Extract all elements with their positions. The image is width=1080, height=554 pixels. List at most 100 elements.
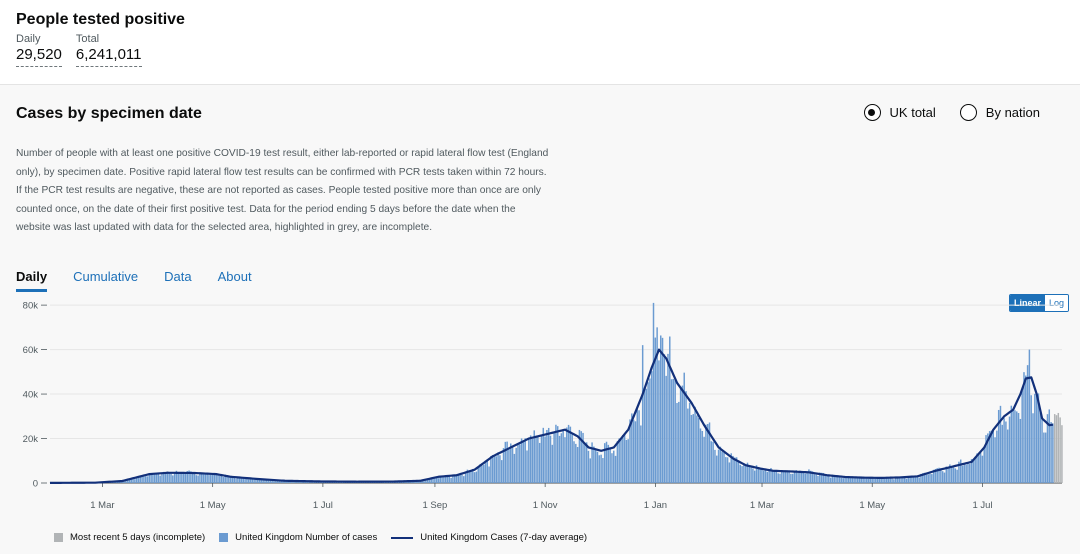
cases-bar	[255, 479, 257, 483]
cases-bar	[515, 447, 517, 483]
cases-bar	[134, 479, 136, 483]
cases-bar	[560, 433, 563, 483]
cases-bar	[985, 435, 987, 483]
cases-bar	[936, 468, 938, 483]
cases-bar	[587, 450, 590, 483]
cases-bar	[808, 469, 810, 483]
cases-bar	[123, 480, 125, 483]
total-metric[interactable]: Total 6,241,011	[75, 33, 142, 67]
cases-bar	[880, 478, 882, 483]
cases-bar	[177, 473, 179, 483]
cases-bar	[931, 474, 933, 483]
cases-bar	[504, 441, 507, 483]
cases-bar	[1008, 416, 1011, 483]
cases-bar	[1046, 414, 1049, 483]
cases-bar	[838, 476, 841, 483]
cases-bar	[164, 472, 167, 483]
cases-bar	[670, 379, 673, 483]
cases-bar	[490, 456, 492, 483]
cases-bar	[625, 439, 628, 483]
total-value[interactable]: 6,241,011	[75, 45, 142, 67]
cases-bar	[179, 473, 181, 483]
cases-bar	[622, 435, 624, 483]
cases-bar	[876, 477, 879, 483]
cases-bar	[219, 475, 221, 483]
cases-bar	[549, 435, 552, 483]
cases-bar	[453, 474, 456, 483]
cases-bar	[603, 443, 606, 483]
cases-bar	[229, 477, 232, 483]
cases-bar	[878, 477, 881, 483]
cases-bar	[121, 481, 123, 483]
cases-bar	[730, 453, 732, 483]
cases-bar	[425, 480, 427, 483]
x-tick-label: 1 Nov	[533, 500, 558, 511]
y-tick-label: 20k	[23, 434, 39, 445]
tab-cumulative[interactable]: Cumulative	[73, 269, 139, 284]
x-tick-label: 1 Jul	[972, 500, 992, 511]
cases-bar	[484, 460, 487, 483]
cases-bar	[788, 472, 790, 483]
cases-bar	[217, 474, 219, 483]
tab-data[interactable]: Data	[164, 269, 192, 284]
cases-bar	[1037, 393, 1040, 483]
scale-linear-button[interactable]: Linear	[1009, 295, 1045, 311]
daily-metric[interactable]: Daily 29,520	[16, 33, 62, 67]
cases-bar	[508, 448, 510, 483]
scale-log-button[interactable]: Log	[1044, 295, 1068, 311]
cases-bar	[482, 464, 485, 483]
cases-bar	[513, 453, 516, 483]
cases-bar	[896, 476, 899, 483]
cases-bar	[184, 473, 187, 483]
cases-chart[interactable]: 0 20k 40k 60k 80k 1 Mar 1 May 1 Jul 1 Sep 1 Nov 1 …	[0, 85, 1080, 554]
cases-bar	[856, 477, 859, 483]
radio-checked-icon[interactable]	[863, 104, 881, 121]
cases-bar	[804, 473, 807, 483]
cases-bar	[647, 382, 649, 483]
legend-cases-label: United Kingdom Number of cases	[235, 532, 378, 543]
cases-bar	[920, 473, 922, 483]
incomplete-bar	[1053, 414, 1056, 483]
cases-bar	[913, 476, 915, 483]
cases-bar	[166, 471, 169, 483]
x-tick-label: 1 Sep	[423, 500, 448, 511]
cases-bar	[591, 442, 593, 483]
legend-cases[interactable]: United Kingdom Number of cases	[219, 532, 377, 543]
cases-bar	[763, 470, 765, 483]
cases-bar	[847, 476, 850, 483]
cases-bar	[159, 475, 161, 483]
cases-bar	[150, 474, 152, 483]
cases-bar	[750, 466, 752, 483]
radio-by-nation[interactable]: By nation	[959, 104, 1040, 121]
cases-bar	[947, 466, 949, 483]
legend-incomplete[interactable]: Most recent 5 days (incomplete)	[54, 532, 205, 543]
daily-value[interactable]: 29,520	[16, 45, 62, 67]
legend-average[interactable]: United Kingdom Cases (7-day average)	[391, 532, 587, 543]
cases-bar	[699, 428, 702, 483]
cases-bar	[900, 477, 902, 483]
chart-legend: Most recent 5 days (incomplete) United K…	[54, 532, 587, 543]
cases-bar	[461, 474, 463, 483]
cases-bar	[1019, 418, 1022, 483]
cases-bar	[257, 479, 259, 483]
cases-bar	[278, 480, 281, 483]
cases-bar	[580, 431, 582, 483]
y-tick-label: 0	[33, 479, 38, 490]
cases-bar	[235, 478, 237, 483]
cases-bar	[542, 427, 545, 483]
cases-bar	[173, 473, 176, 483]
cases-bar	[815, 474, 817, 483]
cases-bar	[271, 480, 273, 483]
tab-daily[interactable]: Daily	[16, 269, 48, 292]
cases-bar	[441, 476, 443, 483]
radio-uk-total[interactable]: UK total	[863, 104, 936, 121]
tab-about[interactable]: About	[217, 269, 252, 284]
cases-bar	[952, 467, 955, 483]
radio-unchecked-icon[interactable]	[959, 104, 977, 121]
x-tick-label: 1 Mar	[90, 500, 114, 511]
cases-bar	[692, 414, 695, 483]
cases-bar	[175, 470, 178, 483]
incomplete-bar	[1059, 417, 1061, 483]
legend-incomplete-swatch	[54, 533, 63, 542]
cases-bar	[705, 424, 707, 483]
